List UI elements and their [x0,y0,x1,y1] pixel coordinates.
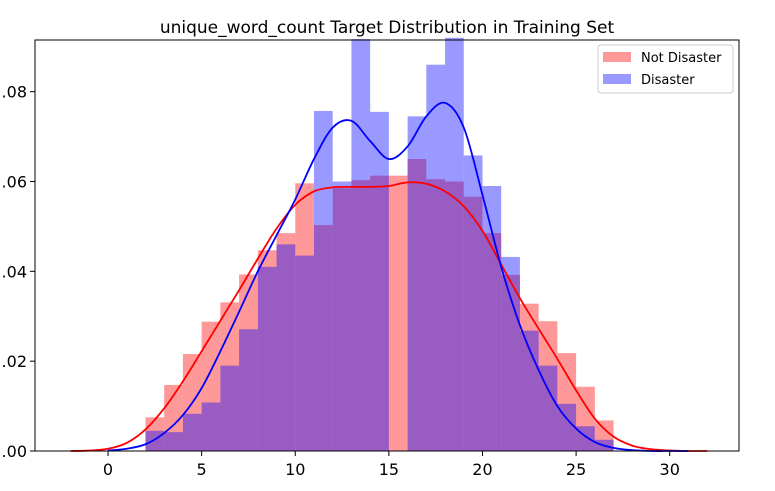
legend-swatch-not-disaster [603,52,631,62]
bar-disaster-11 [332,181,352,451]
bar-not-disaster-7 [257,250,277,451]
bar-disaster-15 [407,116,427,451]
legend: Not Disaster Disaster [597,44,734,94]
bar-not-disaster-12 [351,180,371,451]
bar-not-disaster-10 [313,225,333,451]
bar-disaster-9 [295,255,314,451]
x-tick-label: 20 [472,460,492,479]
bar-disaster-7 [257,266,277,451]
legend-label-not-disaster: Not Disaster [641,51,722,66]
plot-frame [34,39,740,452]
kde-line-disaster [107,101,689,452]
bar-disaster-3 [182,413,202,451]
bar-not-disaster-13 [370,175,389,451]
bar-not-disaster-5 [220,302,240,451]
histogram-bars [145,37,614,452]
y-tick-label: .08 [2,83,27,102]
bar-disaster-17 [445,37,464,452]
x-tick-label: 0 [103,460,113,479]
bar-disaster-23 [557,403,577,451]
bar-not-disaster-15 [407,159,427,452]
y-tick-label: .00 [2,442,27,461]
bar-not-disaster-16 [426,179,446,451]
legend-frame [597,44,734,94]
x-tick-label: 10 [285,460,305,479]
y-axis-ticks: .00 .02 .04 .06 .08 [2,83,35,461]
bar-not-disaster-4 [201,321,221,451]
bar-disaster-2 [164,432,183,451]
bar-not-disaster-6 [239,274,258,451]
bar-disaster-5 [220,365,240,451]
y-tick-label: .06 [2,172,27,191]
bar-disaster-13 [370,111,389,452]
bar-disaster-10 [313,110,333,451]
x-axis-ticks: 0 5 10 15 20 25 30 [103,451,680,479]
bar-not-disaster-8 [276,233,296,451]
bar-not-disaster-21 [519,303,539,451]
bar-not-disaster-23 [557,353,577,451]
x-tick-label: 5 [197,460,207,479]
bar-disaster-19 [482,185,502,451]
bar-disaster-6 [239,329,258,451]
bar-not-disaster-11 [332,188,352,452]
chart-title: unique_word_count Target Distribution in… [160,18,615,38]
y-tick-label: .02 [2,352,27,371]
legend-swatch-disaster [603,74,631,84]
bar-disaster-4 [201,402,221,451]
x-tick-label: 15 [379,460,399,479]
bar-disaster-22 [538,365,558,451]
bar-not-disaster-24 [576,386,595,451]
bar-not-disaster-17 [445,181,464,451]
bar-disaster-12 [351,39,371,452]
bar-not-disaster-19 [482,233,502,451]
bar-not-disaster-22 [538,321,558,451]
x-tick-label: 30 [660,460,680,479]
bar-disaster-16 [426,64,446,451]
kde-line-not-disaster [70,181,708,452]
bar-not-disaster-20 [501,274,520,451]
bar-disaster-1 [145,430,165,451]
bar-disaster-18 [463,155,483,452]
bar-disaster-8 [276,244,296,451]
bar-not-disaster-9 [295,183,314,452]
bar-disaster-20 [501,256,520,451]
y-tick-label: .04 [2,262,27,281]
bar-not-disaster-14 [388,175,408,451]
x-tick-label: 25 [566,460,586,479]
kde-curves [70,101,708,452]
bar-not-disaster-18 [463,196,483,451]
legend-label-disaster: Disaster [641,73,695,88]
